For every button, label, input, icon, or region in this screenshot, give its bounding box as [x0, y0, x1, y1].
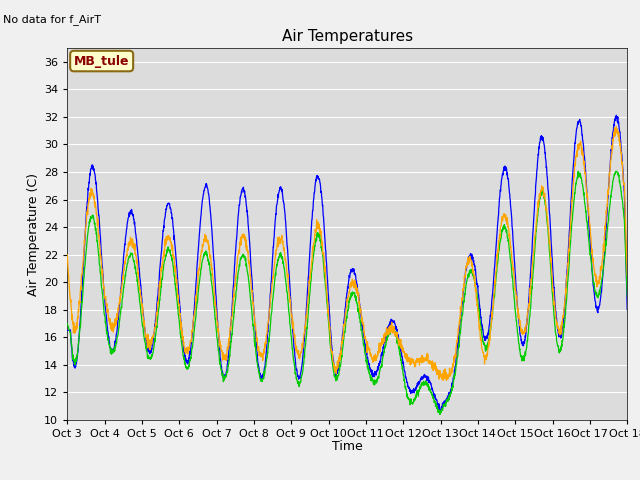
X-axis label: Time: Time: [332, 441, 363, 454]
Legend: li75_t, li77_temp, Tsonic: li75_t, li77_temp, Tsonic: [213, 478, 481, 480]
Y-axis label: Air Temperature (C): Air Temperature (C): [27, 172, 40, 296]
Text: No data for f_AirT: No data for f_AirT: [3, 13, 101, 24]
Title: Air Temperatures: Air Temperatures: [282, 29, 413, 44]
Text: MB_tule: MB_tule: [74, 55, 129, 68]
